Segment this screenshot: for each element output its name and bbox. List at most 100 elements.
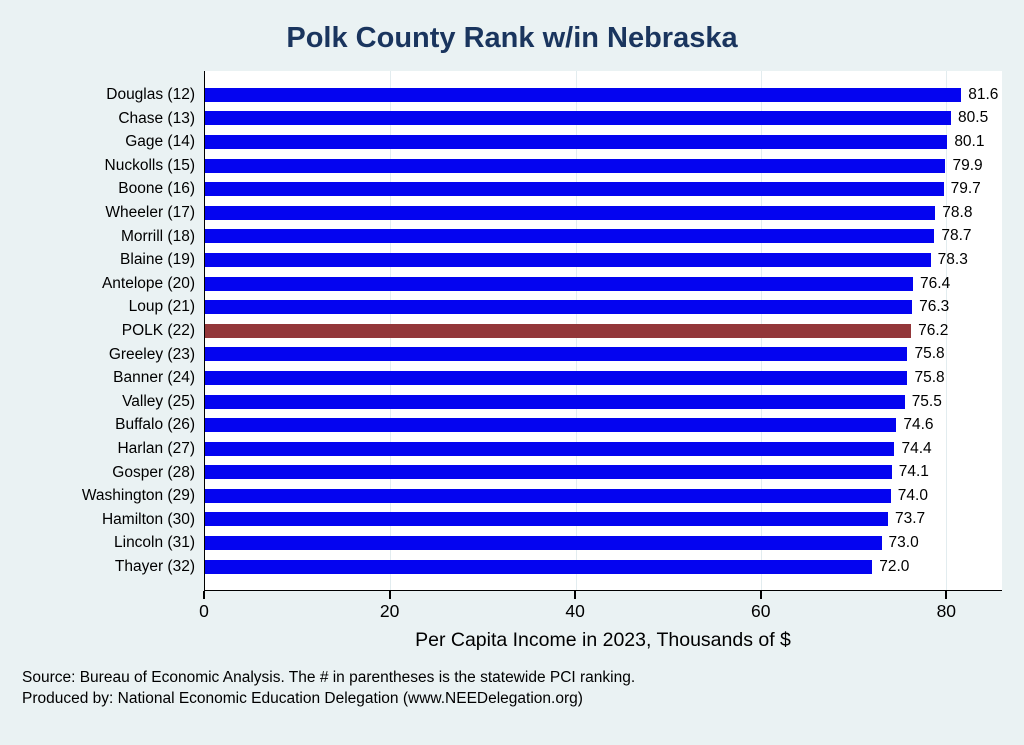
- value-label: 78.8: [942, 203, 973, 221]
- bar: [205, 111, 952, 126]
- county-label: Blaine (19): [120, 251, 195, 269]
- county-label: Morrill (18): [120, 227, 195, 245]
- bar-row: 75.5: [205, 390, 1002, 414]
- x-tick-label: 60: [751, 601, 771, 622]
- bar-row: 75.8: [205, 343, 1002, 367]
- bar: [205, 394, 905, 409]
- county-label: Thayer (32): [114, 557, 195, 575]
- x-axis-title: Per Capita Income in 2023, Thousands of …: [415, 629, 791, 652]
- footer: Source: Bureau of Economic Analysis. The…: [22, 668, 1002, 710]
- bar: [205, 158, 946, 173]
- bar: [205, 182, 944, 197]
- bar: [205, 252, 931, 267]
- bar-row: 76.2: [205, 319, 1002, 343]
- county-label: Buffalo (26): [115, 416, 195, 434]
- value-label: 76.2: [918, 321, 949, 339]
- x-tick-label: 20: [379, 601, 400, 622]
- bar-row: 78.8: [205, 201, 1002, 225]
- value-label: 74.0: [897, 486, 928, 504]
- value-label: 75.8: [914, 368, 945, 386]
- x-tick-mark: [945, 591, 948, 600]
- footer-produced-line: Produced by: National Economic Education…: [22, 690, 583, 708]
- value-label: 79.7: [950, 180, 981, 198]
- plot-area: 81.6 80.5 80.1 79.9 79.7 78.8 78.7 78.3 76.4 76.3…: [204, 71, 1002, 592]
- county-label: Greeley (23): [108, 345, 195, 363]
- x-tick-mark: [574, 591, 577, 600]
- value-label: 78.3: [937, 250, 968, 268]
- value-label: 73.0: [888, 534, 919, 552]
- county-label: Boone (16): [118, 180, 195, 198]
- bar: [205, 134, 948, 149]
- bar: [205, 205, 936, 220]
- x-tick-label: 80: [936, 601, 957, 622]
- axis-corner-spacer: [22, 591, 204, 627]
- value-label: 80.1: [954, 132, 985, 150]
- value-label: 79.9: [952, 156, 983, 174]
- county-label: Hamilton (30): [101, 510, 195, 528]
- x-tick-mark: [203, 591, 205, 600]
- bar-row: 76.3: [205, 295, 1002, 319]
- bar: [205, 536, 882, 551]
- bar: [205, 347, 908, 362]
- county-label: Chase (13): [118, 109, 195, 127]
- county-label: Banner (24): [113, 369, 195, 387]
- value-label: 76.4: [920, 274, 951, 292]
- county-label: Harlan (27): [117, 439, 195, 457]
- county-label: Douglas (12): [106, 86, 195, 103]
- bar: [205, 229, 935, 244]
- bars-area: 81.6 80.5 80.1 79.9 79.7 78.8 78.7 78.3 76.4 76.3…: [205, 83, 1002, 578]
- county-label: Washington (29): [81, 487, 195, 505]
- bar: [205, 441, 895, 456]
- x-tick-mark: [759, 591, 762, 600]
- bar-row: 79.9: [205, 154, 1002, 178]
- county-label: Gosper (28): [112, 463, 195, 481]
- bar-row: 80.5: [205, 107, 1002, 131]
- bar: [205, 465, 892, 480]
- bar-row: 75.8: [205, 366, 1002, 390]
- value-label: 76.3: [919, 298, 950, 316]
- bar: [205, 512, 888, 527]
- bar: [205, 300, 913, 315]
- chart-title: Polk County Rank w/in Nebraska: [286, 22, 738, 54]
- value-label: 74.4: [901, 439, 932, 457]
- bar-row: 74.4: [205, 437, 1002, 461]
- xlabel-spacer: [22, 627, 204, 652]
- county-label: Loup (21): [128, 298, 195, 316]
- chart-grid: Douglas (12) Chase (13) Gage (14) Nuckolls …: [22, 71, 1002, 652]
- bar-chart: Douglas (12) Chase (13) Gage (14) Nuckolls …: [22, 71, 1002, 652]
- bar-row: 74.6: [205, 413, 1002, 437]
- bar-row: 74.1: [205, 461, 1002, 485]
- value-label: 75.8: [914, 345, 945, 363]
- x-tick-mark: [388, 591, 391, 600]
- gridline: [946, 71, 948, 591]
- value-label: 81.6: [968, 85, 999, 103]
- bar: [205, 87, 962, 102]
- footer-source-line: Source: Bureau of Economic Analysis. The…: [22, 669, 636, 687]
- bar-row: 73.7: [205, 508, 1002, 532]
- bar-row: 73.0: [205, 531, 1002, 555]
- bar: [205, 276, 914, 291]
- bar: [205, 370, 908, 385]
- bar-row: 72.0: [205, 555, 1002, 579]
- x-axis: 0 20 40 60 80: [199, 591, 1002, 627]
- county-label: Nuckolls (15): [104, 156, 195, 174]
- bar-row: 81.6: [205, 83, 1002, 107]
- county-label: Gage (14): [125, 133, 195, 151]
- bar-row: 80.1: [205, 130, 1002, 154]
- value-label: 74.6: [903, 416, 934, 434]
- bar-row: 78.3: [205, 248, 1002, 272]
- value-label: 72.0: [879, 557, 910, 575]
- bar-row: 74.0: [205, 484, 1002, 508]
- bar: [205, 488, 891, 503]
- bar-row: 79.7: [205, 177, 1002, 201]
- highlight-bar: [205, 323, 912, 338]
- bar-row: 76.4: [205, 272, 1002, 296]
- value-label: 75.5: [911, 392, 942, 410]
- y-labels: Douglas (12) Chase (13) Gage (14) Nuckolls …: [22, 71, 204, 591]
- county-label: Valley (25): [122, 392, 195, 410]
- county-label: Wheeler (17): [105, 203, 195, 221]
- x-tick-label: 40: [565, 601, 585, 622]
- county-label: Antelope (20): [101, 274, 195, 292]
- value-label: 80.5: [958, 109, 989, 127]
